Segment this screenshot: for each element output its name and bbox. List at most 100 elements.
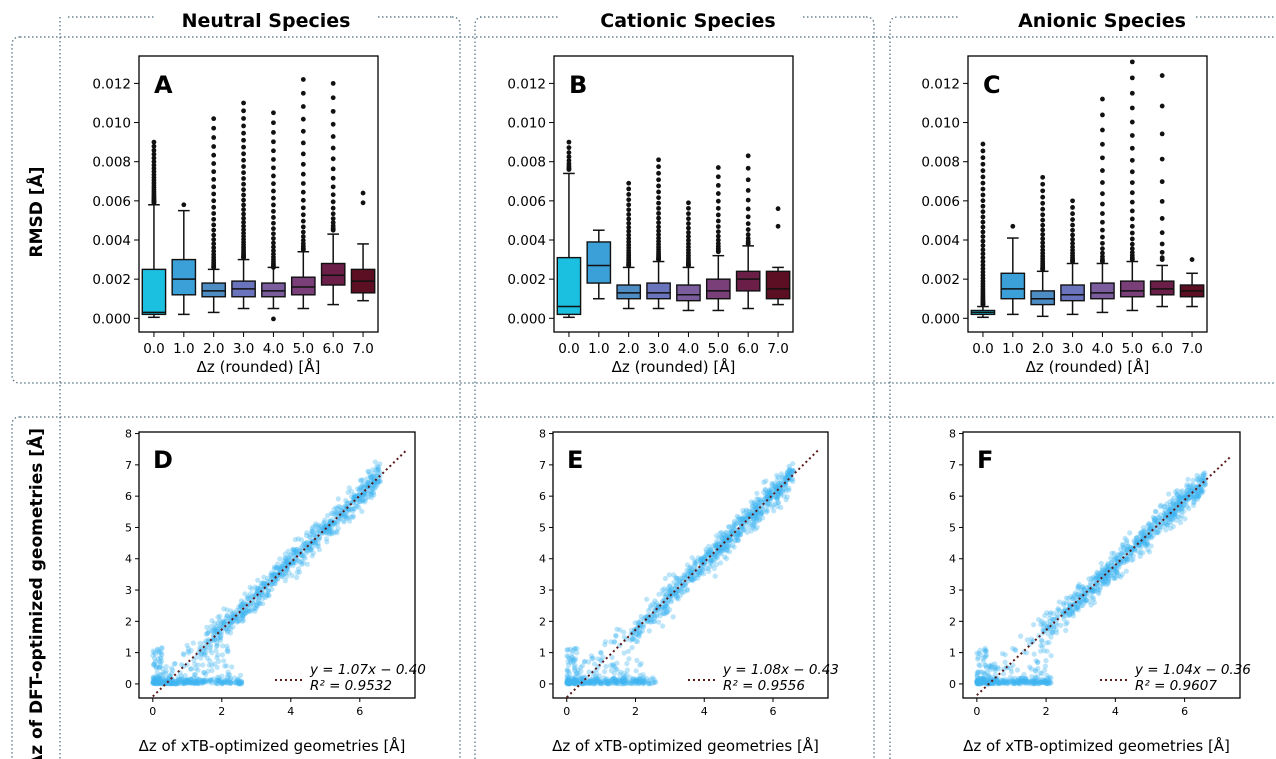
scatter-point bbox=[357, 499, 363, 505]
scatter-point bbox=[770, 502, 777, 508]
scatter-point bbox=[720, 546, 726, 552]
box-iqr bbox=[1119, 280, 1145, 298]
scatter-point bbox=[224, 680, 230, 686]
legend-fit-r2: R² = 0.9532 bbox=[310, 678, 392, 694]
scatter-point bbox=[674, 580, 680, 587]
outlier-point bbox=[1040, 236, 1046, 242]
scatter-point bbox=[303, 550, 309, 556]
scatter-point bbox=[341, 513, 347, 519]
box-iqr bbox=[616, 284, 642, 300]
scatter-point bbox=[298, 537, 305, 543]
scatter-point bbox=[628, 631, 634, 638]
outlier-point bbox=[330, 211, 336, 217]
outlier-point bbox=[330, 156, 336, 162]
outlier-point bbox=[211, 176, 217, 182]
scatter-point bbox=[703, 565, 709, 572]
outlier-point bbox=[980, 198, 986, 204]
outlier-point bbox=[330, 95, 336, 101]
box-iqr bbox=[1000, 272, 1026, 300]
outlier-point bbox=[656, 228, 661, 234]
scatter-point bbox=[373, 467, 379, 473]
scatter-point bbox=[710, 543, 716, 549]
scatter-point bbox=[259, 592, 265, 598]
box-3.0 bbox=[1060, 198, 1085, 316]
scatter-point bbox=[285, 555, 291, 561]
scatter-point bbox=[1056, 599, 1062, 605]
scatter-point bbox=[621, 670, 627, 676]
scatter-point bbox=[1012, 646, 1018, 653]
scatter-point bbox=[272, 571, 278, 577]
outlier-point bbox=[1159, 249, 1165, 255]
scatter-point bbox=[308, 547, 314, 553]
scatter-point bbox=[319, 525, 325, 532]
scatter-point bbox=[198, 651, 204, 657]
scatter-point bbox=[570, 656, 576, 662]
outlier-point bbox=[566, 139, 572, 145]
scatter-point bbox=[366, 469, 372, 475]
scatter-point bbox=[161, 679, 167, 685]
scatter-point bbox=[669, 587, 675, 593]
scatter-point bbox=[249, 607, 255, 613]
box-2.0 bbox=[616, 180, 642, 310]
scatter-point bbox=[169, 665, 175, 671]
scatter-point bbox=[151, 680, 157, 686]
scatter-point bbox=[790, 476, 796, 482]
x-tick-label: 0 bbox=[563, 705, 570, 718]
scatter-point bbox=[201, 677, 207, 684]
scatter-point bbox=[360, 491, 366, 497]
scatter-point bbox=[363, 495, 369, 501]
scatter-point bbox=[572, 668, 578, 674]
scatter-point bbox=[183, 680, 189, 686]
scatter-point bbox=[312, 533, 318, 539]
scatter-point bbox=[217, 618, 223, 624]
scatter-point bbox=[315, 543, 321, 549]
panel-letter-d: D bbox=[153, 446, 173, 474]
scatter-point bbox=[331, 530, 337, 536]
box-iqr bbox=[1060, 284, 1085, 302]
scatter-point bbox=[1182, 516, 1188, 522]
scatter-point bbox=[199, 677, 205, 684]
scatter-point bbox=[1138, 545, 1144, 551]
scatter-point bbox=[151, 678, 157, 684]
scatter-point bbox=[325, 525, 332, 531]
outlier-point bbox=[271, 208, 276, 214]
scatter-point bbox=[344, 499, 350, 506]
scatter-point bbox=[306, 534, 313, 540]
scatter-point bbox=[681, 572, 687, 578]
scatter-point bbox=[300, 552, 306, 558]
scatter-point bbox=[676, 578, 682, 584]
scatter-point bbox=[357, 498, 363, 504]
scatter-point bbox=[982, 654, 988, 660]
scatter-point bbox=[763, 509, 769, 515]
scatter-point bbox=[332, 511, 338, 518]
scatter-point bbox=[624, 661, 630, 667]
outlier-point bbox=[566, 145, 572, 151]
scatter-point bbox=[313, 521, 319, 527]
scatter-point bbox=[1099, 565, 1105, 571]
outlier-point bbox=[330, 81, 336, 86]
scatter-point bbox=[741, 527, 748, 533]
outlier-point bbox=[1040, 174, 1046, 180]
scatter-point bbox=[751, 521, 757, 528]
x-tick-label: 3.0 bbox=[233, 341, 254, 357]
column-title-anionic: Anionic Species bbox=[1018, 10, 1186, 32]
scatter-point bbox=[271, 564, 277, 570]
scatter-point bbox=[227, 630, 234, 636]
scatter-point bbox=[773, 494, 780, 500]
scatter-point bbox=[777, 486, 784, 492]
scatter-point bbox=[368, 492, 374, 498]
scatter-point bbox=[1124, 546, 1130, 553]
scatter-point bbox=[724, 544, 731, 550]
scatter-point bbox=[634, 631, 640, 637]
scatter-point bbox=[343, 515, 350, 521]
scatter-point bbox=[227, 679, 233, 685]
scatter-point bbox=[175, 680, 181, 687]
outlier-point bbox=[241, 230, 246, 236]
outlier-point bbox=[300, 218, 306, 224]
scatter-point bbox=[236, 680, 242, 686]
scatter-point bbox=[196, 676, 202, 682]
scatter-point bbox=[309, 544, 315, 551]
scatter-point bbox=[1057, 608, 1063, 614]
scatter-point bbox=[310, 540, 316, 546]
scatter-point bbox=[365, 481, 371, 487]
